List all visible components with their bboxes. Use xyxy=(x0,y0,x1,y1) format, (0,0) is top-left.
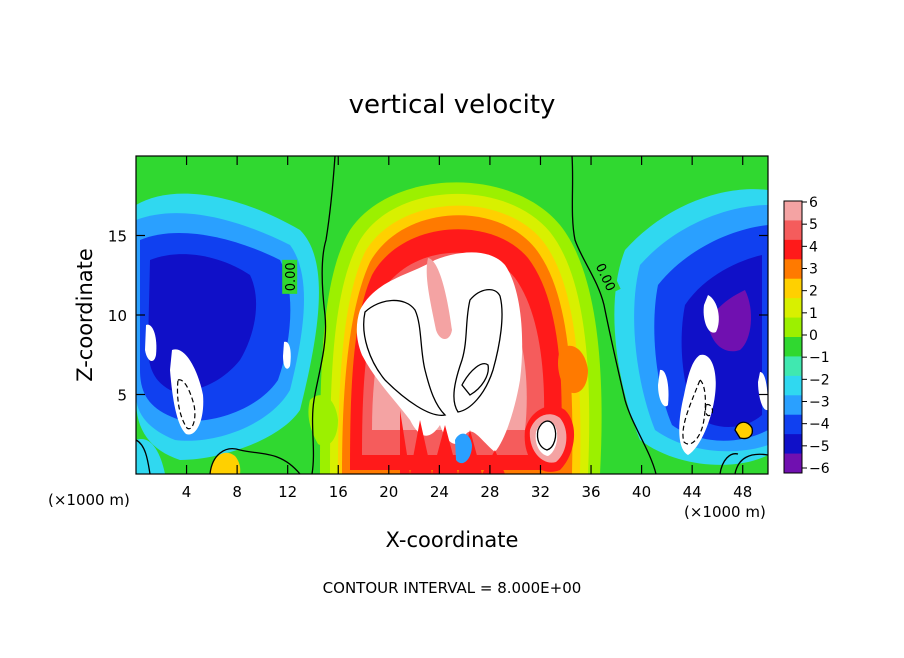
colorbar-swatch xyxy=(784,259,802,280)
x-axis: 4 8 12 16 20 24 28 32 36 40 44 48 xyxy=(182,156,752,501)
low-right-blob xyxy=(735,422,753,439)
colorbar-tick-label: 0 xyxy=(809,328,818,344)
contour-label-text: 0.00 xyxy=(284,262,299,291)
colorbar-swatch xyxy=(784,278,802,299)
zero-contour-bottom-left xyxy=(136,439,301,474)
updraft-white-core xyxy=(356,252,523,452)
x-axis-label: X-coordinate xyxy=(386,528,519,552)
colorbar-swatch xyxy=(784,220,802,241)
updraft-outer-contour xyxy=(363,299,447,416)
mid-left-yellowgreen xyxy=(308,395,338,446)
colorbar-swatch xyxy=(784,239,802,260)
x-tick-label: 44 xyxy=(683,483,702,501)
colorbar-tick-label: 2 xyxy=(809,284,818,300)
zero-contour-left xyxy=(311,156,336,474)
heatmap-field xyxy=(136,156,768,474)
contour-label-box xyxy=(592,258,621,296)
chart-title: vertical velocity xyxy=(349,90,556,120)
small-updraft-contour xyxy=(536,420,557,451)
x-tick-label: 32 xyxy=(531,483,550,501)
right-downdraft-white xyxy=(679,354,716,455)
x-tick-label: 4 xyxy=(182,483,192,501)
y-axis: 5 10 15 xyxy=(108,228,768,405)
left-downdraft-white-2 xyxy=(145,324,157,362)
contour-interval-note: CONTOUR INTERVAL = 8.000E+00 xyxy=(323,579,582,597)
right-downdraft-white-3 xyxy=(658,369,669,407)
right-negative-contour xyxy=(682,379,706,445)
zero-contour-bottom-right xyxy=(719,453,768,474)
colorbar-swatch xyxy=(784,356,802,377)
right-zero-blob xyxy=(734,421,754,440)
x-tick-label: 36 xyxy=(581,483,600,501)
low-blue-spot xyxy=(455,433,472,464)
colorbar-swatch xyxy=(784,201,802,221)
contour-label-box xyxy=(282,259,298,294)
colorbar-tick-label: −6 xyxy=(809,461,830,477)
x-tick-label: 12 xyxy=(278,483,297,501)
updraft-red-fingers xyxy=(400,410,505,474)
colorbar-swatch xyxy=(784,453,802,474)
left-downdraft-white xyxy=(170,349,204,435)
contour-lines xyxy=(136,156,768,474)
colorbar-swatch xyxy=(784,337,802,357)
x-axis-unit-right: (×1000 m) xyxy=(684,503,766,521)
colorbar-swatch xyxy=(784,395,802,416)
y-tick-label: 15 xyxy=(108,228,127,246)
left-negative-contour xyxy=(176,379,196,430)
y-axis-label: Z-coordinate xyxy=(73,248,97,382)
negative-contour-lines xyxy=(176,379,714,445)
colorbar-swatch xyxy=(784,298,802,319)
colorbar-swatch xyxy=(784,375,802,396)
colorbar-tick-label: 6 xyxy=(809,195,818,211)
x-tick-label: 40 xyxy=(632,483,651,501)
x-axis-unit-left: (×1000 m) xyxy=(48,491,130,509)
colorbar-tick-label: 1 xyxy=(809,306,818,322)
colorbar: 6 5 4 3 2 1 0 −1 −2 −3 −4 −5 −6 xyxy=(783,195,830,477)
x-tick-label: 28 xyxy=(480,483,499,501)
x-tick-label: 48 xyxy=(733,483,752,501)
y-tick-label: 10 xyxy=(108,307,127,325)
colorbar-swatch xyxy=(784,434,802,455)
colorbar-swatch xyxy=(784,317,802,338)
x-tick-label: 20 xyxy=(379,483,398,501)
updraft-pink-intrusion xyxy=(426,258,452,339)
x-tick-label: 24 xyxy=(430,483,449,501)
zero-contour-right xyxy=(571,156,657,474)
colorbar-tick-label: 4 xyxy=(809,239,818,255)
colorbar-tick-label: 3 xyxy=(809,262,818,278)
colorbar-tick-label: −4 xyxy=(809,417,830,433)
x-tick-label: 8 xyxy=(232,483,242,501)
low-left-blob xyxy=(210,452,241,474)
updraft-inner-contour-2 xyxy=(461,363,489,396)
colorbar-frame xyxy=(783,200,803,474)
mid-right-orange xyxy=(558,345,588,394)
colorbar-tick-label: −5 xyxy=(809,439,830,455)
colorbar-swatch xyxy=(784,414,802,435)
colorbar-tick-label: 5 xyxy=(809,217,818,233)
colorbar-tick-label: −3 xyxy=(809,395,830,411)
right-downdraft-white-2 xyxy=(703,295,719,333)
contour-label: 0.00 xyxy=(282,259,299,294)
left-downdraft-white-3 xyxy=(283,341,291,369)
updraft-inner-contour xyxy=(453,289,503,413)
colorbar-tick-label: −1 xyxy=(809,350,830,366)
x-tick-label: 16 xyxy=(329,483,348,501)
colorbar-tick-label: −2 xyxy=(809,372,830,388)
right-downdraft-white-4 xyxy=(758,372,768,411)
y-tick-label: 5 xyxy=(117,387,127,405)
right-negative-contour-2 xyxy=(704,403,714,417)
right-downdraft-purple xyxy=(708,290,752,352)
